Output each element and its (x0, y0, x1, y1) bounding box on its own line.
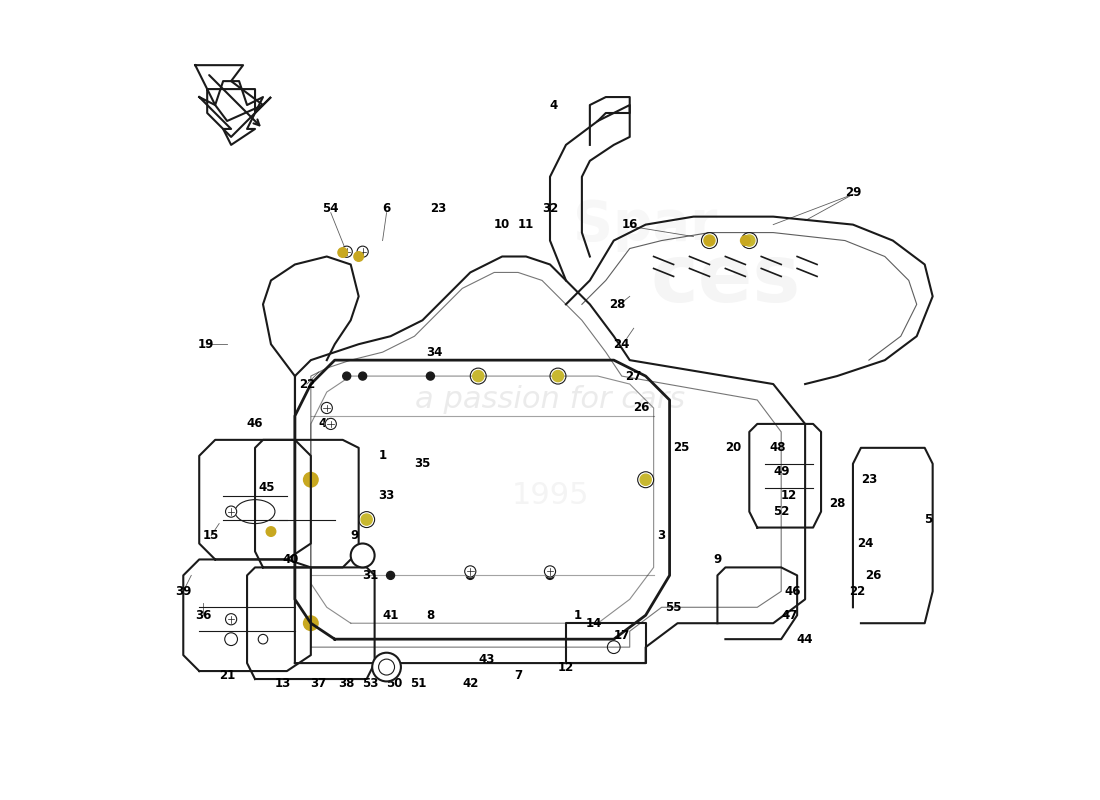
Text: 50: 50 (386, 677, 403, 690)
Text: 27: 27 (626, 370, 641, 382)
Circle shape (302, 472, 319, 488)
Text: 35: 35 (415, 458, 430, 470)
Circle shape (546, 571, 554, 579)
Text: 17: 17 (614, 629, 630, 642)
Circle shape (326, 418, 337, 430)
Text: 37: 37 (310, 677, 327, 690)
Text: 10: 10 (494, 218, 510, 231)
Text: 9: 9 (713, 553, 722, 566)
Text: 31: 31 (363, 569, 378, 582)
Circle shape (705, 236, 714, 246)
Circle shape (343, 372, 351, 380)
Text: 11: 11 (518, 218, 535, 231)
Text: 28: 28 (609, 298, 626, 311)
Text: 47: 47 (781, 609, 798, 622)
Text: 24: 24 (857, 537, 873, 550)
Text: Spar: Spar (573, 198, 718, 252)
Circle shape (361, 514, 372, 525)
Circle shape (744, 235, 755, 246)
Circle shape (740, 236, 750, 246)
Text: 21: 21 (219, 669, 235, 682)
Text: 52: 52 (773, 505, 790, 518)
Text: 41: 41 (383, 609, 398, 622)
Circle shape (321, 402, 332, 414)
Circle shape (544, 566, 556, 577)
Text: 15: 15 (204, 529, 219, 542)
Text: 42: 42 (462, 677, 478, 690)
Text: 1: 1 (574, 609, 582, 622)
Text: 48: 48 (769, 442, 785, 454)
Circle shape (358, 246, 368, 258)
Text: 3: 3 (658, 529, 666, 542)
Circle shape (704, 235, 715, 246)
Circle shape (466, 571, 474, 579)
Text: 38: 38 (339, 677, 355, 690)
Circle shape (640, 474, 651, 486)
Circle shape (372, 653, 400, 682)
Text: 54: 54 (322, 202, 339, 215)
Text: 22: 22 (849, 585, 865, 598)
Text: 8: 8 (427, 609, 434, 622)
Text: 40: 40 (283, 553, 299, 566)
Text: 19: 19 (197, 338, 213, 350)
Text: 23: 23 (430, 202, 447, 215)
Circle shape (386, 571, 395, 579)
Text: 49: 49 (773, 466, 790, 478)
Text: 6: 6 (383, 202, 390, 215)
Circle shape (351, 543, 375, 567)
Circle shape (341, 246, 352, 258)
Text: 34: 34 (426, 346, 442, 358)
Text: 1995: 1995 (512, 481, 588, 510)
Circle shape (359, 372, 366, 380)
Text: 46: 46 (785, 585, 802, 598)
Text: 53: 53 (362, 677, 378, 690)
Circle shape (427, 372, 434, 380)
Text: 16: 16 (621, 218, 638, 231)
Text: 12: 12 (781, 489, 798, 502)
Text: 44: 44 (796, 633, 813, 646)
Circle shape (302, 615, 319, 631)
Circle shape (552, 370, 563, 382)
Text: 5: 5 (925, 513, 933, 526)
Text: 39: 39 (175, 585, 191, 598)
Circle shape (464, 566, 476, 577)
Text: 32: 32 (542, 202, 558, 215)
Text: 46: 46 (246, 418, 263, 430)
Text: 13: 13 (275, 677, 292, 690)
Circle shape (226, 506, 236, 517)
Text: 43: 43 (478, 653, 494, 666)
Circle shape (378, 659, 395, 675)
Text: 14: 14 (585, 617, 602, 630)
Text: 26: 26 (634, 402, 650, 414)
Text: 51: 51 (410, 677, 427, 690)
Circle shape (226, 614, 236, 625)
Text: a passion for cars: a passion for cars (415, 386, 685, 414)
Text: 7: 7 (514, 669, 522, 682)
Text: ces: ces (650, 242, 801, 319)
Circle shape (354, 252, 363, 262)
Circle shape (338, 248, 348, 258)
Text: 47: 47 (319, 418, 336, 430)
Text: 29: 29 (845, 186, 861, 199)
Text: 4: 4 (550, 98, 558, 111)
Text: 24: 24 (614, 338, 630, 350)
Text: 23: 23 (861, 474, 877, 486)
Text: 26: 26 (865, 569, 881, 582)
Text: 25: 25 (673, 442, 690, 454)
Text: 55: 55 (666, 601, 682, 614)
Text: 1: 1 (378, 450, 386, 462)
Text: 20: 20 (725, 442, 741, 454)
Text: 28: 28 (828, 497, 845, 510)
Text: 45: 45 (258, 481, 275, 494)
Text: 12: 12 (558, 661, 574, 674)
Circle shape (266, 526, 276, 536)
Text: 36: 36 (195, 609, 211, 622)
Text: 22: 22 (299, 378, 315, 390)
Text: 33: 33 (378, 489, 395, 502)
Circle shape (473, 370, 484, 382)
Text: 9: 9 (351, 529, 359, 542)
